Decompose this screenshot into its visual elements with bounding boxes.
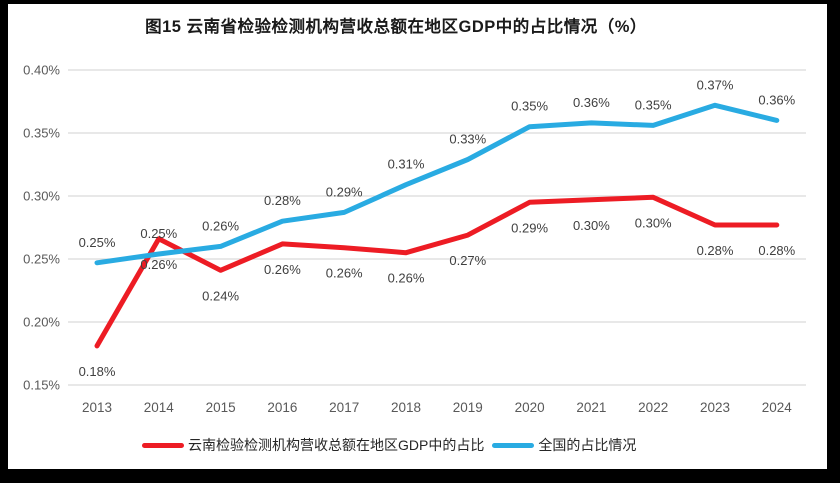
x-tick-label: 2016	[267, 400, 297, 415]
data-label-yunnan: 0.26%	[388, 271, 425, 286]
data-label-yunnan: 0.29%	[511, 220, 548, 235]
legend-swatch-national	[492, 442, 535, 448]
y-tick-label: 0.30%	[23, 189, 60, 204]
x-tick-label: 2015	[206, 400, 236, 415]
data-label-yunnan: 0.30%	[635, 215, 672, 230]
x-tick-label: 2014	[144, 400, 175, 415]
y-tick-label: 0.40%	[23, 63, 60, 78]
data-label-national: 0.31%	[388, 157, 425, 172]
series-line-yunnan	[94, 194, 780, 349]
legend-label-national: 全国的占比情况	[538, 437, 637, 453]
data-label-national: 0.25%	[79, 235, 116, 250]
series-line-national	[94, 102, 780, 266]
chart-legend: 云南检验检测机构营收总额在地区GDP中的占比 全国的占比情况	[142, 436, 640, 454]
data-label-national: 0.29%	[326, 184, 363, 199]
x-tick-label: 2019	[453, 400, 483, 415]
data-label-national: 0.36%	[758, 92, 795, 107]
x-tick-label: 2021	[576, 400, 606, 415]
y-tick-label: 0.25%	[23, 252, 60, 267]
x-tick-label: 2024	[762, 400, 793, 415]
data-label-national: 0.36%	[573, 95, 610, 110]
data-label-national: 0.35%	[635, 97, 672, 112]
data-label-national: 0.26%	[202, 218, 239, 233]
data-label-yunnan: 0.24%	[202, 288, 239, 303]
data-label-yunnan: 0.18%	[79, 364, 116, 379]
y-tick-label: 0.20%	[23, 315, 60, 330]
legend-swatch-yunnan	[142, 442, 184, 448]
data-label-yunnan: 0.27%	[449, 253, 486, 268]
data-label-national: 0.37%	[697, 77, 734, 92]
chart-area: 图15 云南省检验检测机构营收总额在地区GDP中的占比情况（%） 0.40% 0.…	[8, 4, 827, 469]
data-label-national: 0.35%	[511, 99, 548, 114]
data-label-yunnan: 0.28%	[758, 243, 795, 258]
x-tick-label: 2017	[329, 400, 359, 415]
data-label-national: 0.28%	[264, 193, 301, 208]
x-tick-label: 2020	[515, 400, 545, 415]
chart-title: 图15 云南省检验检测机构营收总额在地区GDP中的占比情况（%）	[145, 18, 647, 36]
data-label-yunnan: 0.26%	[264, 262, 301, 277]
data-label-yunnan: 0.26%	[140, 257, 177, 272]
x-tick-label: 2018	[391, 400, 421, 415]
y-tick-label: 0.35%	[23, 126, 60, 141]
y-tick-label: 0.15%	[23, 378, 60, 393]
x-tick-label: 2022	[638, 400, 668, 415]
legend-label-yunnan: 云南检验检测机构营收总额在地区GDP中的占比	[188, 437, 485, 453]
data-label-national: 0.33%	[449, 131, 486, 146]
line-chart-plot: 0.40% 0.35% 0.30% 0.25% 0.20% 0.15% 2013 2014 20…	[23, 63, 806, 415]
x-tick-label: 2013	[82, 400, 112, 415]
x-tick-label: 2023	[700, 400, 730, 415]
data-label-yunnan: 0.28%	[697, 243, 734, 258]
data-label-yunnan: 0.30%	[573, 218, 610, 233]
data-label-yunnan: 0.26%	[326, 266, 363, 281]
data-label-national: 0.25%	[140, 226, 177, 241]
